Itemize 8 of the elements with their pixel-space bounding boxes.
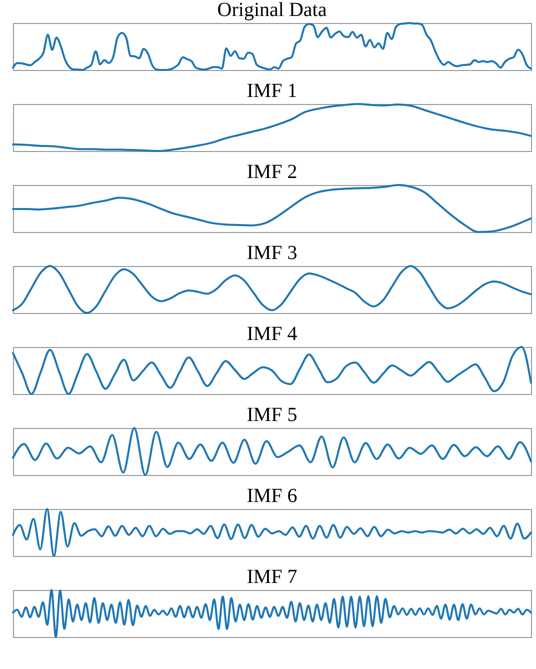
chart-title: IMF 5 — [246, 404, 298, 426]
chart-title: IMF 2 — [246, 161, 298, 183]
chart-title: IMF 3 — [246, 242, 298, 264]
chart-title: Original Data — [217, 0, 327, 21]
chart-title: IMF 6 — [246, 485, 298, 507]
chart-title: IMF 7 — [246, 566, 298, 588]
chart-title: IMF 1 — [246, 80, 298, 102]
chart-title: IMF 4 — [246, 323, 298, 345]
